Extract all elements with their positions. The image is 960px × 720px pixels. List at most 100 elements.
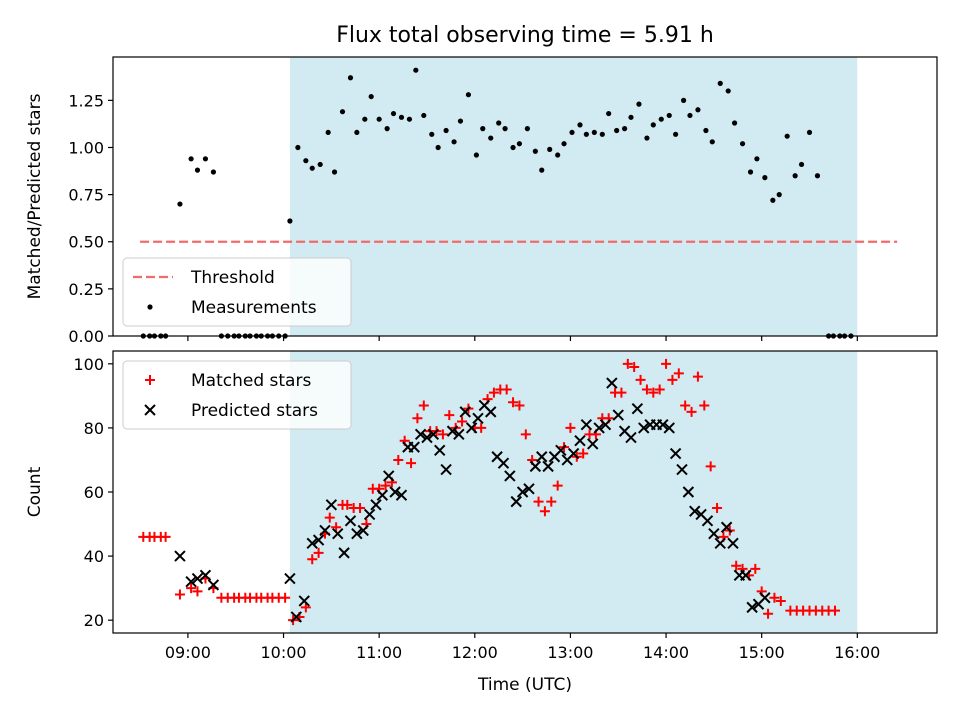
measurement-point [762, 175, 768, 181]
x-tick-label: 09:00 [165, 643, 211, 662]
measurement-point [561, 141, 567, 147]
matched-stars-point [763, 608, 774, 619]
matched-stars-point [160, 531, 171, 542]
measurement-point [368, 93, 374, 100]
matched-stars-point [192, 586, 203, 597]
measurement-point [451, 139, 457, 145]
measurement-point [680, 97, 687, 103]
predicted-stars-point [199, 569, 212, 582]
measurement-point [776, 192, 782, 198]
matched-stars-point [501, 384, 512, 395]
predicted-stars-point [759, 592, 771, 604]
measurement-point [287, 218, 293, 224]
measurement-point [331, 169, 338, 175]
measurement-point [465, 92, 472, 98]
predicted-stars-point [536, 451, 548, 463]
matched-stars-point [412, 413, 423, 424]
predicted-stars-point [376, 489, 389, 501]
predicted-stars-point [440, 463, 452, 476]
matched-stars-point [508, 397, 519, 408]
predicted-stars-point [351, 527, 363, 540]
predicted-stars-point [298, 595, 310, 607]
matched-stars-point [488, 387, 499, 398]
y-tick-label: 80 [84, 419, 104, 438]
matched-stars-point [750, 563, 761, 574]
matched-stars-point [673, 368, 684, 379]
predicted-stars-point [408, 441, 420, 453]
matched-stars-point [705, 461, 716, 472]
predicted-stars-point [357, 524, 369, 537]
matched-stars-point [280, 592, 291, 603]
measurement-point [606, 110, 612, 117]
observing-window-shade [289, 57, 858, 336]
measurement-point [532, 148, 538, 154]
measurement-point [194, 167, 201, 173]
measurement-point [814, 173, 821, 179]
x-tick-label: 11:00 [356, 643, 402, 662]
y-tick-label: 0.75 [68, 186, 104, 205]
measurement-point [362, 116, 368, 122]
predicted-stars-point [746, 601, 758, 614]
measurement-point [413, 67, 419, 73]
x-tick-label: 13:00 [547, 643, 593, 662]
matched-stars-point [769, 592, 780, 603]
measurement-point [695, 107, 701, 113]
matched-stars-point [565, 422, 576, 433]
predicted-stars-point [290, 611, 302, 623]
axes-frame [112, 56, 938, 337]
measurement-point [673, 131, 679, 137]
x-tick-label: 10:00 [260, 643, 306, 662]
predicted-stars-point [720, 521, 733, 533]
measurement-point [210, 169, 217, 175]
predicted-stars-point [625, 431, 637, 444]
measurement-point [510, 144, 516, 151]
predicted-stars-point [414, 428, 427, 441]
observing-window-shade [289, 351, 858, 633]
matched-stars-point [692, 371, 703, 382]
predicted-stars-point [657, 418, 669, 431]
matched-stars-point [680, 400, 691, 411]
measurement-point [622, 126, 628, 132]
matched-stars-point [546, 496, 557, 507]
legend: Matched stars Predicted stars [122, 360, 352, 430]
x-tick-label: 14:00 [643, 643, 689, 662]
y-tick-label: 1.00 [68, 138, 104, 157]
measurement-point [599, 131, 605, 137]
predicted-stars-point [504, 470, 516, 482]
predicted-stars-point [395, 489, 408, 501]
matched-stars-point [437, 429, 448, 440]
measurement-point [539, 167, 545, 173]
predicted-stars-point [363, 508, 376, 521]
matched-stars-point [418, 400, 429, 411]
measurement-point [628, 114, 634, 120]
measurement-point [496, 120, 502, 126]
matched-stars-point [342, 499, 353, 510]
y-axis-label: Count [25, 466, 45, 517]
predicted-stars-point [701, 515, 714, 527]
measurement-point [650, 122, 656, 128]
measurement-point [303, 158, 309, 164]
predicted-stars-point [174, 550, 186, 562]
measurement-point [591, 129, 597, 136]
matched-stars-point [380, 480, 391, 491]
predicted-stars-point [542, 460, 554, 473]
predicted-stars-point [740, 569, 752, 582]
matched-stars-point [331, 522, 342, 533]
predicted-stars-point [312, 534, 325, 546]
measurement-point [703, 127, 709, 134]
measurement-point [747, 169, 754, 175]
predicted-stars-point [383, 470, 395, 482]
matched-stars-point [667, 374, 678, 385]
measurement-point [547, 146, 553, 152]
predicted-stars-point [638, 422, 650, 434]
matched-stars-point [324, 512, 335, 523]
matched-stars-point [635, 374, 646, 385]
predicted-stars-point [516, 486, 529, 498]
y-tick-label: 60 [84, 483, 104, 502]
predicted-stars-point [606, 377, 618, 389]
measurement-point [376, 116, 382, 122]
predicted-stars-point [593, 422, 605, 434]
matched-stars-point [186, 583, 197, 594]
ratio-panel: 0.00 0.25 0.50 0.75 1.00 1.25 Matched/Predicte… [25, 56, 938, 346]
measurement-point [555, 152, 561, 158]
